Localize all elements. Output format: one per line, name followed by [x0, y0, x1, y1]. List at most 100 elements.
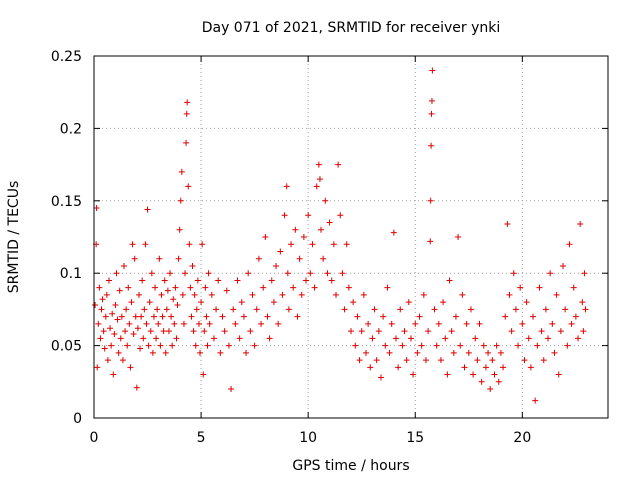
data-point [582, 306, 589, 313]
data-point [266, 335, 273, 342]
data-point [519, 320, 526, 327]
data-point [126, 320, 133, 327]
x-tick-label: 0 [90, 430, 99, 446]
data-point [153, 335, 160, 342]
data-point [131, 255, 138, 262]
data-point [145, 342, 152, 349]
data-point [497, 349, 504, 356]
data-point [512, 306, 519, 313]
data-point [517, 284, 524, 291]
ticks-layer: 0 5 10 15 20 0 0.05 0.1 0.15 0.2 0.25 [51, 49, 608, 446]
grid-layer [94, 56, 608, 418]
data-point [431, 306, 438, 313]
data-point [313, 183, 320, 190]
data-point [358, 328, 365, 335]
data-point [298, 291, 305, 298]
data-point [435, 320, 442, 327]
data-point [102, 313, 109, 320]
data-point [195, 320, 202, 327]
data-point [186, 241, 193, 248]
data-point [184, 99, 191, 106]
data-point [264, 313, 271, 320]
data-point [427, 238, 434, 245]
data-points-layer [92, 67, 589, 404]
x-axis-label: GPS time / hours [292, 458, 409, 474]
data-point [133, 384, 140, 391]
data-point [440, 299, 447, 306]
data-point [164, 287, 171, 294]
data-point [360, 291, 367, 298]
data-point [245, 270, 252, 277]
data-point [577, 220, 584, 227]
chart-title: Day 071 of 2021, SRMTID for receiver ynk… [202, 20, 501, 36]
data-point [300, 234, 307, 240]
data-point [268, 277, 275, 284]
data-point [132, 313, 139, 320]
data-point [527, 364, 534, 371]
y-tick-label: 0 [73, 411, 82, 427]
data-point [124, 342, 131, 349]
data-point [154, 306, 161, 313]
data-point [482, 364, 489, 371]
data-point [545, 335, 552, 342]
data-point [345, 284, 352, 291]
data-point [326, 219, 333, 226]
data-point [203, 313, 210, 320]
data-point [100, 328, 107, 335]
data-point [380, 313, 387, 320]
data-point [285, 306, 292, 313]
data-point [194, 277, 201, 284]
data-point [570, 284, 577, 291]
data-point [292, 226, 299, 233]
data-point [208, 291, 215, 298]
data-point [410, 371, 417, 378]
data-point [478, 378, 485, 385]
data-point [495, 378, 502, 385]
data-point [547, 270, 554, 277]
data-point [105, 277, 112, 284]
data-point [189, 262, 196, 269]
data-point [169, 342, 176, 349]
data-point [247, 328, 254, 335]
data-point [180, 320, 187, 327]
data-point [183, 110, 190, 117]
data-point [446, 277, 453, 284]
data-point [281, 212, 288, 219]
data-point [243, 349, 250, 356]
data-point [290, 284, 297, 291]
data-point [401, 328, 408, 335]
x-tick-label: 20 [513, 430, 531, 446]
data-point [530, 313, 537, 320]
data-point [463, 320, 470, 327]
x-tick-label: 15 [406, 430, 424, 446]
data-point [437, 357, 444, 364]
data-point [515, 342, 522, 349]
data-point [333, 291, 340, 298]
data-point [122, 328, 129, 335]
data-point [107, 325, 114, 332]
data-point [118, 313, 125, 320]
data-point [450, 349, 457, 356]
data-point [467, 306, 474, 313]
data-point [240, 313, 247, 320]
data-point [433, 342, 440, 349]
data-point [223, 287, 230, 294]
data-point [238, 299, 245, 306]
data-point [129, 241, 136, 248]
data-point [320, 255, 327, 262]
data-point [165, 328, 172, 335]
data-point [192, 342, 199, 349]
data-point [305, 212, 312, 219]
x-tick-label: 5 [197, 430, 206, 446]
data-point [114, 316, 121, 323]
data-point [198, 299, 205, 306]
data-point [262, 234, 269, 240]
data-point [465, 349, 472, 356]
data-point [178, 168, 185, 175]
data-point [128, 299, 135, 306]
data-point [428, 110, 435, 117]
data-point [560, 262, 567, 269]
data-point [324, 270, 331, 277]
data-point [534, 342, 541, 349]
data-point [157, 342, 164, 349]
